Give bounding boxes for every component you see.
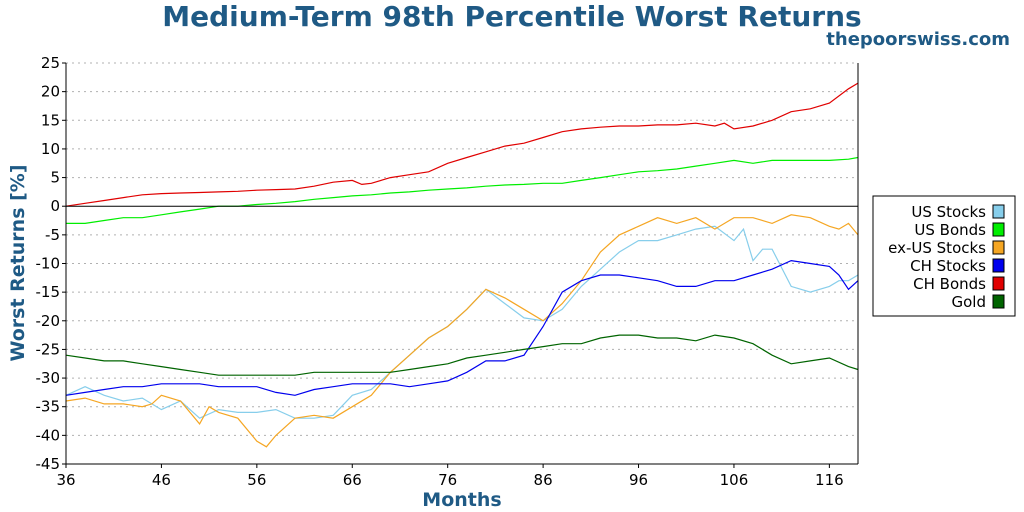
x-tick-label: 76 (438, 471, 457, 489)
legend-swatch (992, 204, 1005, 219)
legend-label: Gold (952, 293, 987, 311)
legend-box (872, 195, 1016, 317)
y-tick-label: 20 (41, 83, 60, 101)
legend-label: US Bonds (914, 221, 986, 239)
axes (62, 62, 859, 468)
y-tick-label: -15 (36, 283, 61, 301)
legend-label: ex-US Stocks (888, 239, 986, 257)
y-tick-label: 15 (41, 111, 60, 129)
series-line-gold (65, 334, 859, 376)
x-tick-label: 106 (720, 471, 749, 489)
y-tick-label: 5 (50, 169, 60, 187)
legend-label: US Stocks (911, 203, 986, 221)
x-axis-label: Months (422, 489, 501, 511)
legend-swatch (992, 294, 1005, 309)
y-tick-label: -10 (36, 255, 61, 273)
x-tick-label: 66 (343, 471, 362, 489)
legend-swatch (992, 276, 1005, 291)
y-tick-label: 10 (41, 140, 60, 158)
series-line-ch-stocks (65, 259, 859, 396)
y-tick-label: 25 (41, 54, 60, 72)
x-tick-label: 46 (152, 471, 171, 489)
y-tick-label: -5 (45, 226, 60, 244)
series-lines (65, 82, 859, 448)
series-line-ch-bonds (65, 82, 859, 207)
legend-swatch (992, 240, 1005, 255)
y-tick-label: -20 (36, 312, 61, 330)
chart-title: Medium-Term 98th Percentile Worst Return… (162, 0, 862, 33)
gridlines (66, 62, 858, 436)
x-tick-label: 86 (534, 471, 553, 489)
chart-source: thepoorswiss.com (826, 29, 1010, 50)
y-axis-label: Worst Returns [%] (7, 164, 29, 361)
y-tick-label: 0 (50, 197, 60, 215)
series-line-ex-us-stocks (65, 214, 859, 448)
legend-swatch (992, 258, 1005, 273)
x-tick-label: 96 (629, 471, 648, 489)
y-tick-label: -30 (36, 369, 61, 387)
legend-label: CH Bonds (913, 275, 986, 293)
x-tick-label: 36 (56, 471, 75, 489)
legend-swatch (992, 222, 1005, 237)
y-tick-label: -35 (36, 398, 61, 416)
x-tick-label: 116 (815, 471, 844, 489)
legend-label: CH Stocks (910, 257, 986, 275)
x-tick-label: 56 (247, 471, 266, 489)
y-tick-label: -40 (36, 426, 61, 444)
y-tick-label: -45 (36, 455, 61, 473)
y-tick-label: -25 (36, 340, 61, 358)
series-line-us-bonds (66, 156, 859, 224)
series-line-us-stocks (65, 225, 859, 419)
